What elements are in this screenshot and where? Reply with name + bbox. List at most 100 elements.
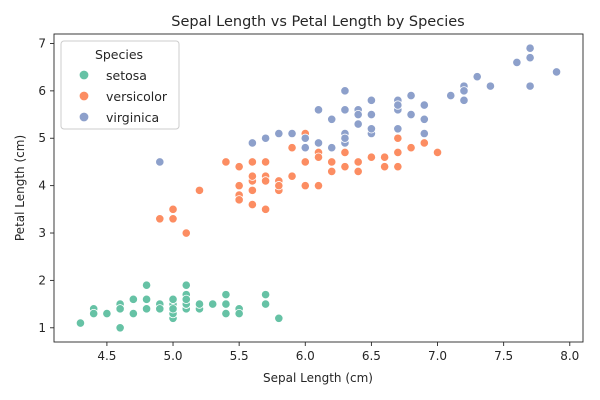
data-point-virginica — [366, 109, 376, 120]
series-virginica — [155, 43, 562, 167]
data-point-setosa — [115, 323, 125, 333]
legend-marker-setosa — [78, 69, 90, 81]
data-point-versicolor — [234, 181, 244, 191]
data-point-versicolor — [393, 133, 403, 143]
data-point-versicolor — [353, 166, 363, 177]
data-point-versicolor — [366, 152, 376, 162]
legend-marker-virginica — [78, 111, 90, 123]
x-tick-label: 6.5 — [362, 349, 381, 363]
data-points — [75, 43, 562, 333]
data-point-setosa — [221, 299, 231, 309]
data-point-setosa — [128, 308, 138, 319]
y-tick-label: 3 — [38, 226, 46, 240]
data-point-versicolor — [260, 204, 271, 214]
data-point-virginica — [353, 119, 363, 129]
data-point-setosa — [168, 294, 178, 304]
data-point-virginica — [353, 109, 363, 120]
data-point-setosa — [102, 308, 112, 319]
data-point-virginica — [300, 133, 310, 143]
data-point-virginica — [406, 109, 416, 120]
legend-title: Species — [95, 47, 143, 62]
x-tick-label: 6.0 — [296, 349, 315, 363]
y-tick-label: 5 — [38, 131, 46, 145]
data-point-virginica — [459, 86, 469, 96]
data-point-virginica — [340, 133, 350, 143]
data-point-virginica — [419, 100, 429, 110]
y-tick-label: 7 — [38, 36, 46, 50]
data-point-setosa — [141, 304, 152, 314]
data-point-setosa — [221, 308, 231, 319]
data-point-versicolor — [234, 162, 244, 172]
data-point-virginica — [393, 100, 403, 110]
data-point-virginica — [485, 81, 496, 91]
data-point-virginica — [340, 105, 350, 115]
data-point-setosa — [75, 318, 86, 328]
data-point-versicolor — [300, 181, 310, 191]
data-point-virginica — [313, 105, 324, 115]
legend: Species setosa versicolor virginica — [60, 40, 180, 130]
x-tick-label: 5.5 — [230, 349, 249, 363]
x-tick-label: 4.5 — [97, 349, 116, 363]
data-point-setosa — [260, 290, 271, 300]
data-point-setosa — [168, 304, 178, 314]
x-axis-label: Sepal Length (cm) — [263, 371, 373, 385]
data-point-setosa — [208, 299, 218, 309]
data-point-versicolor — [380, 152, 390, 162]
x-tick-label: 5.0 — [163, 349, 182, 363]
data-point-setosa — [141, 294, 152, 304]
x-axis: 4.5 5.0 5.5 6.0 6.5 7.0 7.5 8.0 — [97, 342, 579, 363]
data-point-virginica — [287, 128, 297, 139]
data-point-versicolor — [168, 204, 178, 214]
data-point-versicolor — [340, 147, 350, 158]
data-point-versicolor — [393, 147, 403, 158]
data-point-setosa — [89, 308, 99, 319]
data-point-setosa — [141, 280, 152, 290]
data-point-virginica — [459, 95, 469, 105]
data-point-versicolor — [313, 181, 324, 191]
data-point-versicolor — [432, 147, 443, 158]
data-point-setosa — [274, 313, 284, 323]
y-tick-label: 2 — [38, 273, 46, 287]
legend-label-virginica: virginica — [106, 110, 159, 125]
y-axis: 1 2 3 4 5 6 7 — [38, 36, 54, 335]
data-point-setosa — [181, 294, 191, 304]
legend-frame — [60, 40, 180, 130]
data-point-virginica — [406, 91, 416, 101]
data-point-virginica — [327, 114, 337, 124]
data-point-setosa — [128, 294, 138, 304]
chart-title: Sepal Length vs Petal Length by Species — [171, 14, 464, 30]
data-point-versicolor — [353, 157, 363, 167]
data-point-versicolor — [380, 162, 390, 172]
data-point-setosa — [260, 299, 271, 309]
data-point-virginica — [366, 95, 376, 105]
data-point-setosa — [181, 280, 191, 290]
data-point-virginica — [446, 91, 456, 101]
data-point-versicolor — [260, 157, 271, 167]
data-point-versicolor — [340, 162, 350, 172]
data-point-virginica — [300, 143, 310, 153]
data-point-virginica — [247, 138, 257, 148]
data-point-virginica — [419, 128, 429, 139]
data-point-virginica — [274, 128, 284, 139]
data-point-virginica — [260, 133, 271, 143]
y-tick-label: 6 — [38, 84, 46, 98]
data-point-setosa — [115, 304, 125, 314]
data-point-versicolor — [393, 162, 403, 172]
data-point-versicolor — [247, 171, 257, 181]
x-tick-label: 7.5 — [494, 349, 513, 363]
data-point-versicolor — [287, 143, 297, 153]
data-point-versicolor — [168, 214, 178, 224]
data-point-virginica — [313, 138, 324, 148]
data-point-versicolor — [287, 171, 297, 181]
data-point-virginica — [340, 86, 350, 96]
data-point-virginica — [393, 124, 403, 134]
data-point-virginica — [366, 124, 376, 134]
data-point-virginica — [155, 157, 165, 167]
data-point-versicolor — [247, 157, 257, 167]
data-point-virginica — [327, 143, 337, 153]
data-point-setosa — [155, 304, 165, 314]
data-point-versicolor — [247, 185, 257, 195]
data-point-versicolor — [155, 214, 165, 224]
data-point-virginica — [525, 43, 535, 53]
